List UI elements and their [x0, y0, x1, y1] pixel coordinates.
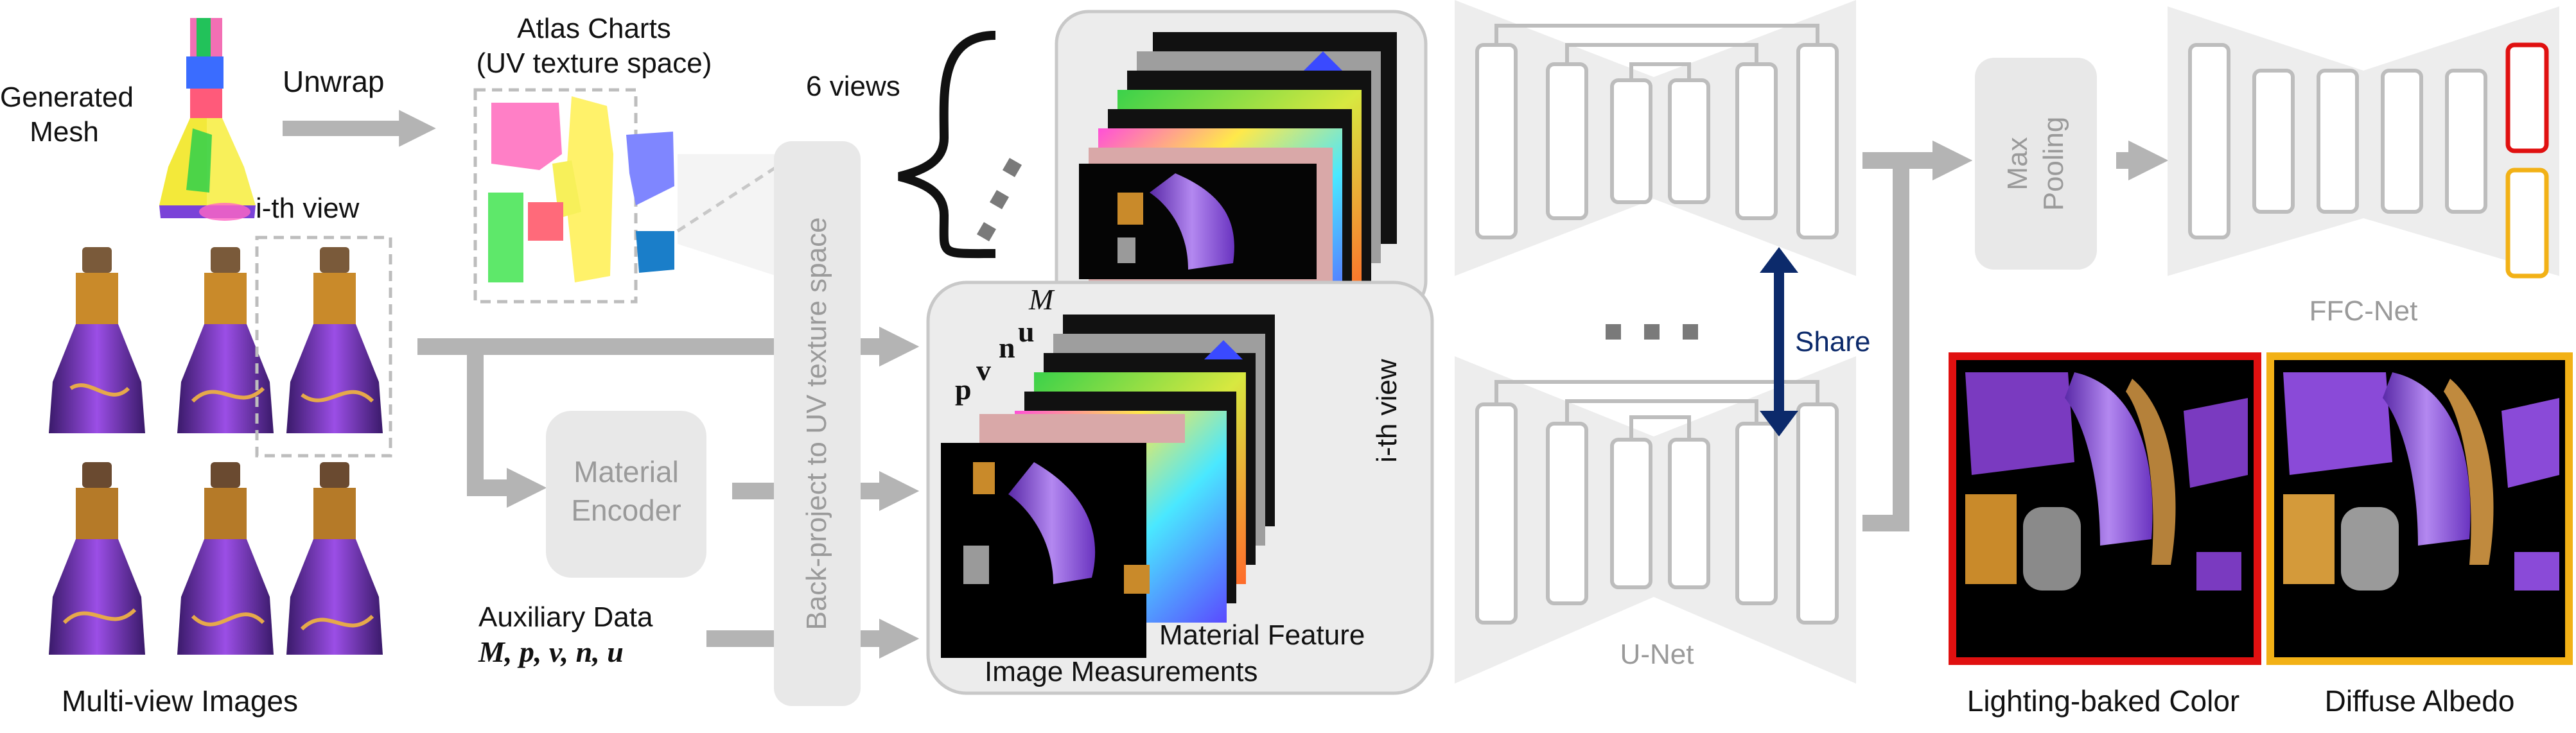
maxpool-box: [1975, 58, 2097, 270]
backproject-bar: [774, 141, 861, 706]
multiview-bottles: [49, 236, 392, 655]
material-encoder-line1: Material: [574, 455, 679, 488]
atlas-label-line1: Atlas Charts: [517, 13, 671, 44]
ffc-net: [2168, 6, 2559, 279]
auxiliary-line2: M, p, v, n, u: [478, 635, 624, 668]
atlas-label: Atlas Charts (UV texture space): [443, 12, 745, 81]
maxpool-label: Max Pooling: [2000, 117, 2072, 211]
material-encoder-label: Material Encoder: [546, 453, 706, 530]
ellipsis-dots-horizontal: [1606, 324, 1698, 340]
generated-mesh: [159, 18, 256, 221]
auxiliary-line1: Auxiliary Data: [478, 601, 653, 633]
to-maxpool-arrow: [1862, 140, 1973, 531]
backproject-label: Back-project to UV texture space: [801, 217, 832, 630]
diffuse-albedo-texture: [2266, 352, 2573, 665]
auxiliary-label: Auxiliary Data M, p, v, n, u: [478, 600, 653, 669]
mesh-label-line2: Mesh: [30, 116, 99, 148]
material-encoder-line2: Encoder: [571, 494, 681, 527]
stack-letter-u: u: [1018, 315, 1035, 348]
maxpool-line2: Pooling: [2038, 116, 2069, 211]
lighting-baked-texture: [1949, 352, 2261, 665]
stack-letter-m: M: [1029, 283, 1054, 316]
maxpool-line1: Max: [2002, 137, 2033, 191]
unet-label: U-Net: [1620, 639, 1694, 670]
ith-view-side-label: i-th view: [1371, 359, 1403, 463]
measurement-stack: [941, 315, 1275, 658]
lighting-label: Lighting-baked Color: [1967, 684, 2240, 718]
atlas-label-line2: (UV texture space): [476, 47, 712, 79]
share-label: Share: [1795, 326, 1871, 358]
unet-top: [1455, 0, 1856, 276]
flow-arrow-encoder: [467, 347, 547, 508]
stack-letter-p: p: [955, 373, 972, 406]
material-encoder-box: [546, 411, 706, 578]
stack-letter-n: n: [999, 331, 1015, 364]
six-views-brace: [898, 31, 996, 259]
material-feature-label: Material Feature: [1159, 619, 1365, 651]
six-views-label: 6 views: [806, 71, 900, 102]
ith-view-label: i-th view: [256, 193, 360, 224]
albedo-label: Diffuse Albedo: [2324, 684, 2515, 718]
image-measurements-label: Image Measurements: [985, 656, 1258, 687]
multiview-label: Multi-view Images: [61, 684, 299, 718]
ffc-label: FFC-Net: [2309, 295, 2418, 327]
unwrap-label: Unwrap: [283, 65, 385, 98]
atlas-charts: [473, 88, 674, 304]
mesh-label: Generated Mesh: [0, 80, 134, 150]
unet-bottom: [1455, 356, 1856, 684]
stack-letter-v: v: [976, 354, 991, 386]
six-views-stack: [1079, 32, 1397, 359]
ellipsis-dots-vertical: [976, 157, 1022, 242]
mesh-label-line1: Generated: [0, 82, 134, 113]
share-arrow: [1760, 247, 1798, 436]
